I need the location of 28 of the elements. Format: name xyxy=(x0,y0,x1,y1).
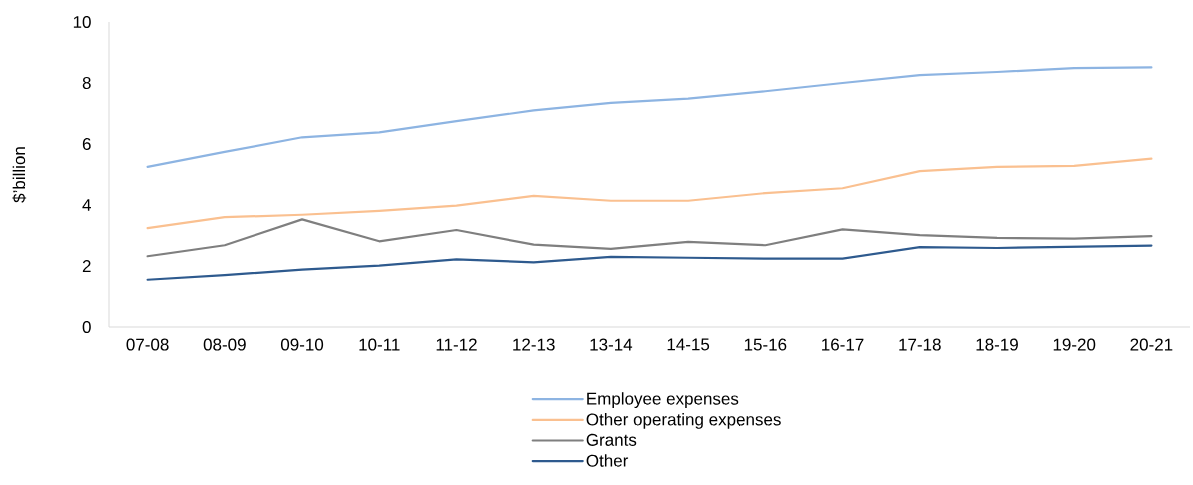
y-tick-label: 2 xyxy=(82,260,91,272)
x-tick-label: 15-16 xyxy=(744,338,787,351)
line-series xyxy=(146,66,1153,168)
x-tick-label: 14-15 xyxy=(667,338,710,351)
x-tick-label: 09-10 xyxy=(280,338,324,351)
x-tick-label: 11-12 xyxy=(436,338,477,351)
x-tick-label: 17-18 xyxy=(899,338,941,351)
x-tick-label: 08-09 xyxy=(203,338,246,351)
x-tick-label: 12-13 xyxy=(513,338,555,351)
line-series xyxy=(146,218,1153,258)
x-tick-label: 20-21 xyxy=(1130,338,1173,351)
x-tick-label: 10-11 xyxy=(359,338,400,351)
y-tick-label: 0 xyxy=(82,320,91,334)
y-axis-title: $’billion xyxy=(12,147,27,203)
legend-label: Grants xyxy=(586,433,637,446)
x-tick-label: 07-08 xyxy=(126,338,169,351)
x-tick-label: 13-14 xyxy=(590,338,633,351)
legend-label: Other operating expenses xyxy=(586,413,781,429)
x-tick-label: 19-20 xyxy=(1053,338,1096,351)
y-tick-label: 6 xyxy=(82,137,91,151)
legend-label: Other xyxy=(586,454,629,467)
y-tick-label: 8 xyxy=(82,76,91,90)
y-tick-label: 10 xyxy=(73,15,91,29)
legend-label: Employee expenses xyxy=(587,392,739,409)
x-tick-label: 18-19 xyxy=(976,338,1018,351)
x-tick-label: 16-17 xyxy=(822,338,864,351)
y-tick-label: 4 xyxy=(82,199,91,211)
line-series xyxy=(146,157,1153,230)
